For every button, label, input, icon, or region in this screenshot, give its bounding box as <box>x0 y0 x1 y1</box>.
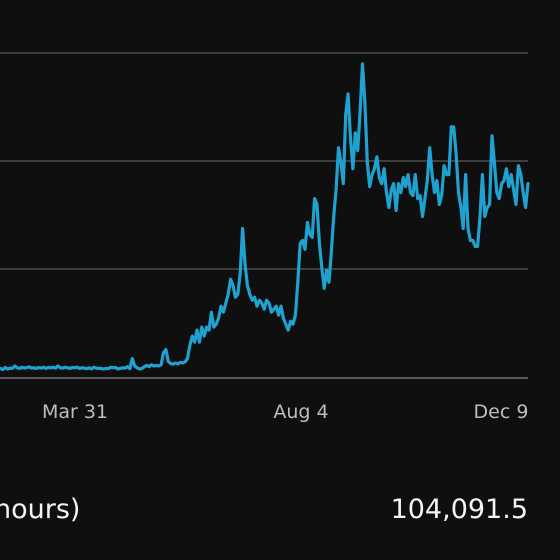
x-tick-label: Mar 31 <box>42 401 108 423</box>
series-line <box>0 62 530 372</box>
usage-line-chart: Mar 31 Aug 4 Dec 9 <box>0 52 530 423</box>
x-tick-label: Dec 9 <box>474 401 529 423</box>
gridlines <box>0 52 528 379</box>
x-tick-label: Aug 4 <box>273 401 328 423</box>
summary-label: hours) <box>0 494 81 525</box>
summary-value: 104,091.5 <box>390 494 528 525</box>
